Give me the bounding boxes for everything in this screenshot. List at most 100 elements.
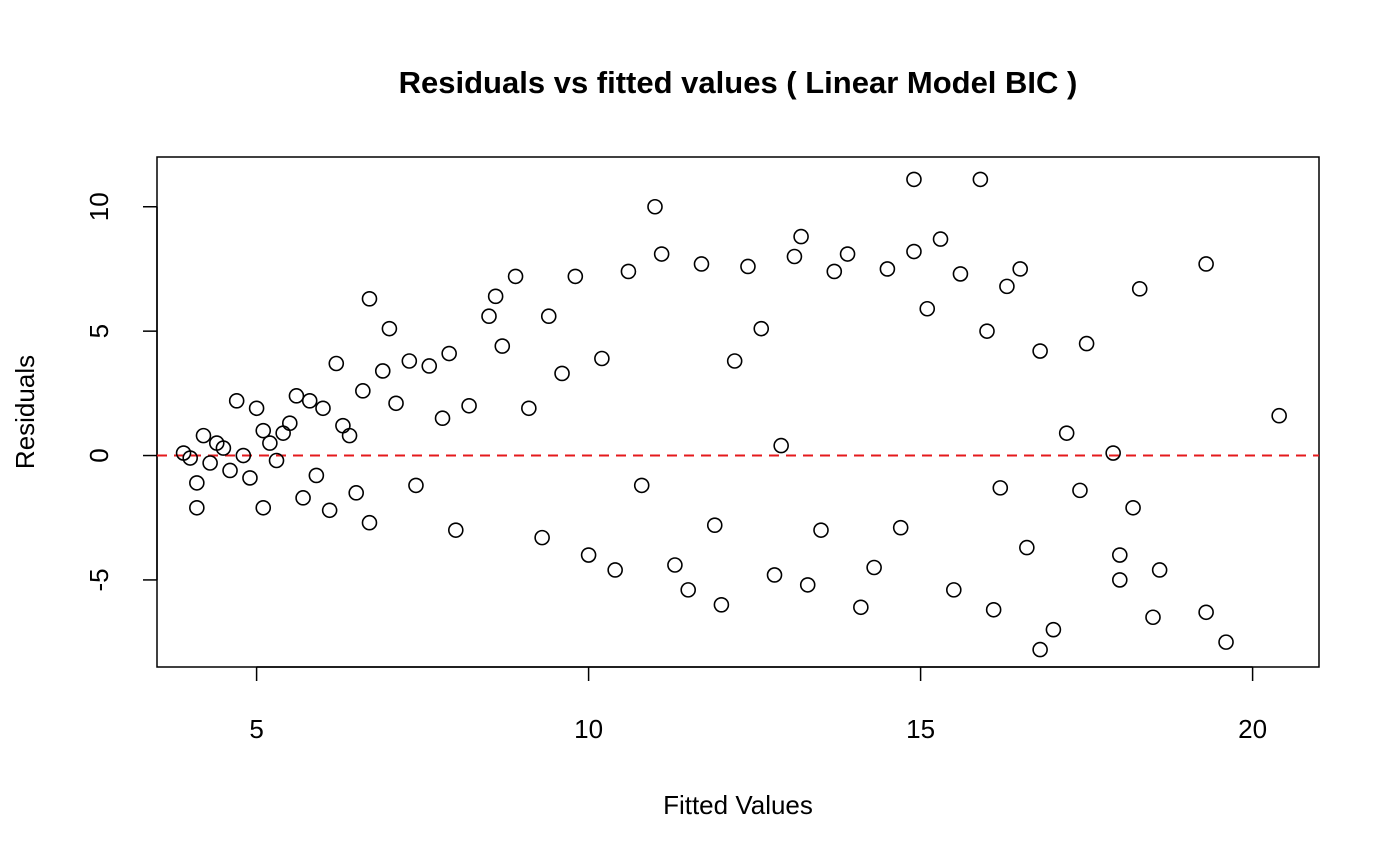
x-tick-label: 5: [249, 714, 263, 744]
data-point: [222, 462, 238, 479]
data-point: [295, 490, 311, 506]
data-point: [1131, 281, 1148, 297]
data-point: [906, 171, 922, 188]
data-point: [1012, 261, 1029, 277]
data-point: [992, 480, 1009, 496]
y-tick-label: -5: [84, 568, 114, 591]
data-point: [275, 425, 291, 441]
data-point: [381, 320, 398, 337]
data-point: [315, 400, 331, 417]
x-axis-label: Fitted Values: [663, 790, 813, 820]
data-point: [1151, 562, 1168, 578]
data-point: [255, 499, 272, 516]
data-point: [999, 278, 1015, 295]
data-point: [540, 308, 557, 325]
data-point: [189, 475, 205, 491]
data-point: [1058, 425, 1075, 441]
data-point: [1218, 634, 1234, 650]
data-point: [335, 417, 351, 434]
data-point: [242, 470, 258, 486]
data-point: [507, 268, 524, 285]
data-point: [481, 308, 497, 325]
data-point: [753, 320, 770, 337]
data-point: [321, 502, 338, 519]
data-point: [1125, 499, 1141, 516]
data-point: [215, 440, 232, 456]
data-point: [799, 577, 816, 593]
data-point: [919, 300, 936, 317]
data-point: [1045, 621, 1062, 638]
data-point: [620, 263, 637, 280]
data-point: [255, 422, 272, 439]
data-point: [713, 597, 730, 613]
data-point: [972, 171, 989, 188]
data-point: [892, 519, 909, 536]
data-point: [1145, 609, 1161, 626]
data-point: [839, 246, 856, 262]
data-point: [726, 353, 743, 369]
data-point: [1078, 335, 1095, 352]
data-point: [374, 363, 391, 379]
data-point: [706, 517, 723, 533]
data-point: [1019, 539, 1035, 556]
y-tick-label: 10: [84, 192, 114, 221]
y-axis: -5 0 5 10: [84, 192, 158, 591]
data-point: [793, 228, 809, 245]
data-point: [633, 477, 650, 494]
data-point: [1198, 256, 1214, 272]
data-point: [281, 415, 298, 431]
data-point: [906, 243, 922, 260]
chart-title: Residuals vs fitted values ( Linear Mode…: [399, 65, 1078, 100]
data-point: [388, 395, 404, 412]
data-point: [985, 601, 1002, 618]
data-point: [408, 477, 424, 494]
data-point: [1198, 604, 1214, 621]
data-point: [567, 268, 584, 285]
data-point: [554, 365, 570, 382]
data-point: [421, 358, 438, 374]
data-point: [195, 427, 212, 444]
data-point: [853, 599, 869, 616]
data-point: [866, 559, 882, 576]
plot-frame: [156, 156, 1320, 668]
data-point: [189, 499, 205, 516]
data-point: [580, 547, 597, 563]
data-point: [979, 323, 995, 339]
data-point: [202, 455, 218, 471]
y-axis-label: Residuals: [10, 355, 40, 469]
data-point: [288, 388, 305, 404]
data-point: [1032, 343, 1048, 359]
y-tick-label: 5: [84, 324, 114, 338]
data-points: [175, 171, 1287, 658]
data-point: [355, 383, 371, 399]
data-point: [1072, 482, 1088, 499]
data-point: [740, 258, 756, 275]
x-axis: 5 10 15 20: [249, 666, 1267, 744]
data-point: [879, 261, 896, 277]
data-point: [1271, 407, 1287, 424]
data-point: [680, 582, 697, 598]
data-point: [361, 291, 378, 307]
data-point: [1105, 445, 1121, 461]
data-point: [262, 435, 278, 451]
y-tick-label: 0: [84, 448, 114, 462]
data-point: [268, 452, 285, 469]
data-point: [447, 522, 464, 538]
data-point: [945, 582, 962, 598]
data-point: [301, 393, 318, 409]
data-point: [361, 514, 378, 531]
data-point: [487, 288, 504, 305]
data-point: [461, 397, 477, 414]
data-point: [494, 338, 511, 354]
data-point: [647, 198, 663, 215]
data-point: [594, 350, 610, 367]
data-point: [521, 400, 537, 417]
x-tick-label: 15: [906, 714, 935, 744]
data-point: [434, 410, 451, 427]
data-point: [786, 248, 803, 265]
data-point: [308, 467, 325, 484]
data-point: [932, 231, 949, 247]
data-point: [1032, 641, 1048, 658]
data-point: [534, 529, 550, 546]
